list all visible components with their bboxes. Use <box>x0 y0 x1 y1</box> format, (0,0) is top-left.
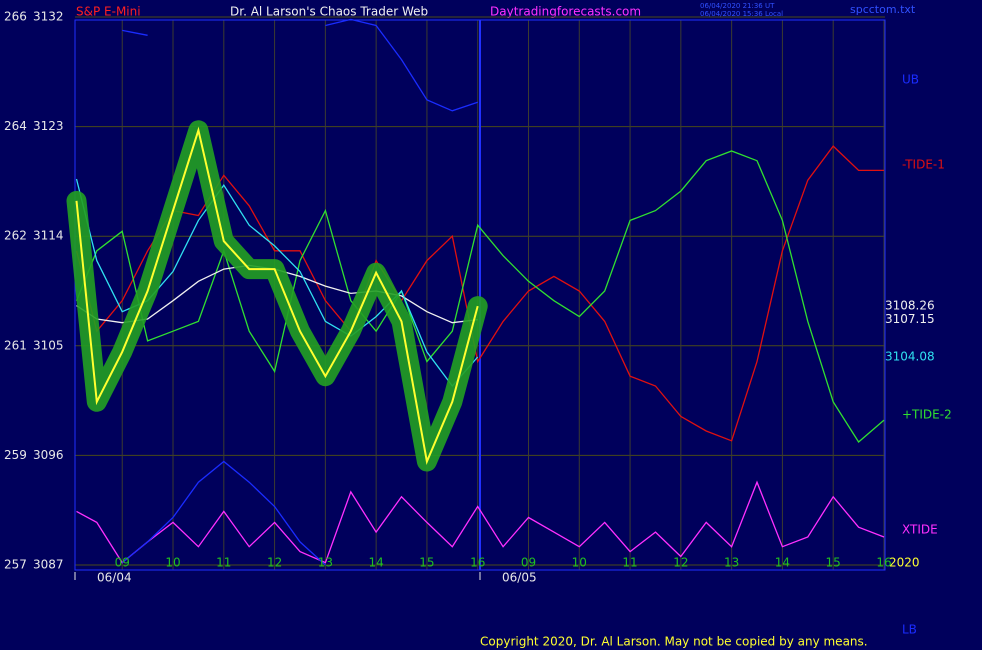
x-tick-label: 09 <box>115 556 130 570</box>
timestamp: 06/04/2020 21:36 UT <box>700 2 775 10</box>
y-tick-label: 3096 <box>33 448 64 462</box>
timestamp: 06/04/2020 15:36 Local <box>700 10 783 18</box>
x-tick-label: 10 <box>572 556 587 570</box>
series-line <box>75 150 885 443</box>
series-line <box>121 460 326 566</box>
y-alt-label: 264 <box>4 119 27 133</box>
x-tick-label: 14 <box>775 556 790 570</box>
file-name: spcctom.txt <box>850 3 916 16</box>
y-alt-label: 266 <box>4 10 27 24</box>
series-label: UB <box>902 73 919 87</box>
date-label: 06/04 <box>97 571 132 585</box>
grid <box>74 16 886 571</box>
y-tick-label: 3105 <box>33 338 64 352</box>
x-tick-label: 12 <box>673 556 688 570</box>
x-tick-label: 12 <box>267 556 282 570</box>
y-tick-label: 3123 <box>33 119 64 133</box>
last-value-label: 3108.26 <box>885 299 935 313</box>
x-tick-label: 15 <box>826 556 841 570</box>
copyright: Copyright 2020, Dr. Al Larson. May not b… <box>480 635 868 649</box>
series-label: LB <box>902 623 917 637</box>
series-label: -TIDE-1 <box>902 158 945 172</box>
x-tick-label: 10 <box>165 556 180 570</box>
x-tick-label: 13 <box>724 556 739 570</box>
y-tick-label: 3132 <box>33 10 64 24</box>
year-label: 2020 <box>889 556 920 570</box>
y-tick-label: 3087 <box>33 558 64 572</box>
y-alt-label: 257 <box>4 558 27 572</box>
y-alt-label: 261 <box>4 338 27 352</box>
y-alt-label: 259 <box>4 448 27 462</box>
last-value-label: 3104.08 <box>885 350 935 364</box>
y-alt-label: 262 <box>4 229 27 243</box>
last-value-label: 3107.15 <box>885 312 935 326</box>
x-tick-label: 11 <box>216 556 231 570</box>
series-line <box>76 480 885 564</box>
series-line <box>75 126 479 465</box>
plot <box>66 18 885 566</box>
x-tick-label: 13 <box>318 556 333 570</box>
x-tick-label: 16 <box>470 556 485 570</box>
site: Daytradingforecasts.com <box>490 5 641 19</box>
instrument: S&P E-Mini <box>76 5 141 19</box>
x-tick-label: 16 <box>876 556 891 570</box>
x-tick-label: 15 <box>419 556 434 570</box>
series-label: XTIDE <box>902 523 938 537</box>
x-tick-label: 09 <box>521 556 536 570</box>
date-label: 06/05 <box>502 571 537 585</box>
x-tick-label: 14 <box>369 556 384 570</box>
series-label: +TIDE-2 <box>902 408 952 422</box>
chart-title: Dr. Al Larson's Chaos Trader Web <box>230 5 428 19</box>
y-tick-label: 3114 <box>33 229 64 243</box>
x-tick-label: 11 <box>622 556 637 570</box>
series-line <box>122 18 478 112</box>
